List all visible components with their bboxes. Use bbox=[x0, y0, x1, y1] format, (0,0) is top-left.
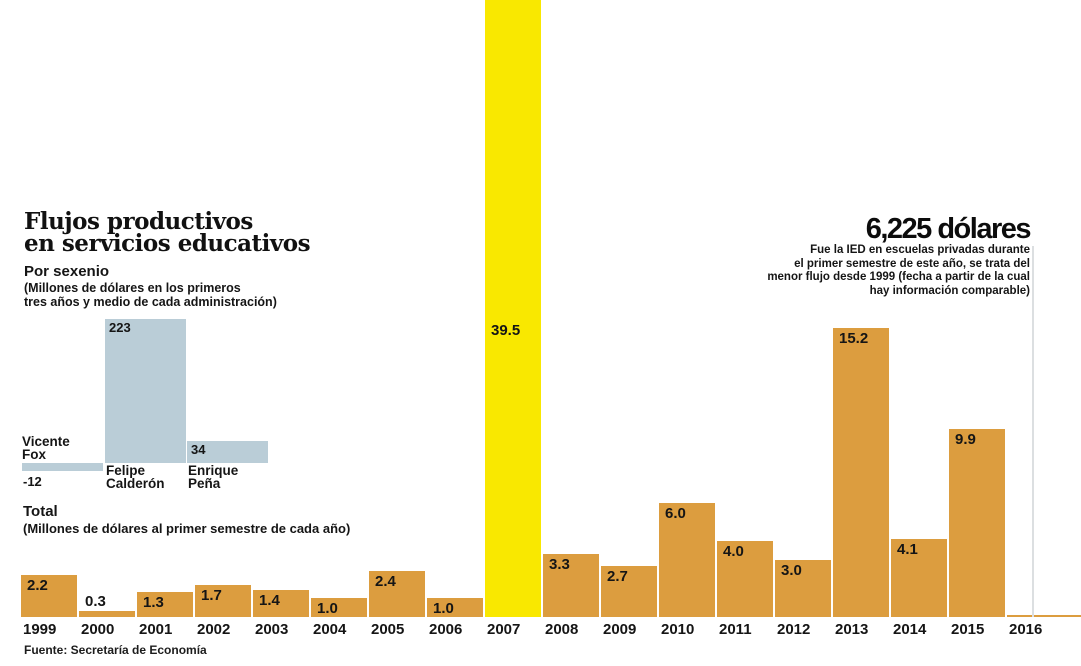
bar-value-2000: 0.3 bbox=[85, 593, 106, 610]
bar-value-2013: 15.2 bbox=[839, 330, 869, 347]
sexenio-name-line: Enrique bbox=[188, 463, 239, 478]
bar-2009 bbox=[601, 566, 657, 617]
bar-value-2010: 6.0 bbox=[665, 505, 686, 522]
sexenio-name-line: Fox bbox=[22, 446, 47, 462]
callout-line2: el primer semestre de este año, se trata… bbox=[794, 257, 1030, 270]
sexenio-bar-1 bbox=[22, 463, 103, 471]
sexenio-subtitle-line2: tres años y medio de cada administración… bbox=[24, 295, 277, 309]
bar-value-2001: 1.3 bbox=[143, 594, 164, 611]
bar-value-1999: 2.2 bbox=[27, 577, 48, 594]
bar-2016 bbox=[1007, 615, 1081, 617]
sexenio-name-2: Felipe Calderón bbox=[106, 463, 165, 491]
chart-title-line2: en servicios educativos bbox=[24, 230, 311, 257]
bar-value-2007: 39.5 bbox=[491, 322, 521, 339]
source-credit: Fuente: Secretaría de Economía bbox=[24, 643, 207, 657]
year-label-2006: 2006 bbox=[429, 621, 463, 638]
bar-2007 bbox=[485, 0, 541, 617]
callout-line4: hay información comparable) bbox=[869, 284, 1030, 297]
year-label-2010: 2010 bbox=[661, 621, 695, 638]
bar-2002 bbox=[195, 585, 251, 617]
year-label-2000: 2000 bbox=[81, 621, 115, 638]
year-label-2001: 2001 bbox=[139, 621, 173, 638]
bar-2012 bbox=[775, 560, 831, 617]
year-label-2002: 2002 bbox=[197, 621, 231, 638]
bar-2014 bbox=[891, 539, 947, 617]
bar-2015 bbox=[949, 429, 1005, 617]
sexenio-bar-2 bbox=[105, 319, 186, 463]
bar-value-2015: 9.9 bbox=[955, 431, 976, 448]
sexenio-name-line: Felipe bbox=[106, 463, 146, 478]
sexenio-bar-3 bbox=[187, 441, 268, 463]
chart-title-line1: Flujos productivos bbox=[24, 208, 253, 235]
bar-2001 bbox=[137, 592, 193, 617]
bar-value-2009: 2.7 bbox=[607, 568, 628, 585]
year-label-2011: 2011 bbox=[719, 621, 752, 638]
sexenio-value-2: 223 bbox=[109, 320, 131, 335]
year-label-2016: 2016 bbox=[1009, 621, 1043, 638]
sexenio-heading: Por sexenio bbox=[24, 263, 110, 280]
bar-2013 bbox=[833, 328, 889, 617]
bar-value-2012: 3.0 bbox=[781, 562, 802, 579]
bar-2008 bbox=[543, 554, 599, 617]
callout-headline: 6,225 dólares bbox=[865, 213, 1032, 245]
bar-value-2004: 1.0 bbox=[317, 600, 338, 617]
bar-2004 bbox=[311, 598, 367, 617]
year-label-1999: 1999 bbox=[23, 621, 57, 638]
bar-value-2006: 1.0 bbox=[433, 600, 454, 617]
year-label-2003: 2003 bbox=[255, 621, 289, 638]
sexenio-name-3: Enrique Peña bbox=[188, 463, 239, 491]
callout: 6,225 dólares Fue la IED en escuelas pri… bbox=[580, 213, 1032, 298]
sexenio-subtitle: (Millones de dólares en los primeros tre… bbox=[24, 281, 277, 309]
year-label-2009: 2009 bbox=[603, 621, 637, 638]
year-label-2013: 2013 bbox=[835, 621, 869, 638]
bar-value-2003: 1.4 bbox=[259, 592, 280, 609]
total-heading: Total bbox=[23, 503, 58, 520]
callout-line1: Fue la IED en escuelas privadas durante bbox=[810, 244, 1030, 256]
bar-1999 bbox=[21, 575, 77, 617]
bar-value-2005: 2.4 bbox=[375, 573, 396, 590]
bar-2000 bbox=[79, 611, 135, 617]
sexenio-subtitle-line1: (Millones de dólares en los primeros bbox=[24, 281, 241, 295]
bar-2003 bbox=[253, 590, 309, 617]
year-label-2004: 2004 bbox=[313, 621, 347, 638]
chart-title: Flujos productivos en servicios educativ… bbox=[24, 208, 311, 257]
sexenio-name-line: Peña bbox=[188, 475, 221, 491]
bar-2006 bbox=[427, 598, 483, 617]
total-subtitle: (Millones de dólares al primer semestre … bbox=[23, 521, 351, 536]
sexenio-value-1: -12 bbox=[23, 474, 42, 489]
callout-line3: menor flujo desde 1999 (fecha a partir d… bbox=[767, 271, 1030, 283]
bar-2011 bbox=[717, 541, 773, 617]
sexenio-name-1: Vicente Fox bbox=[22, 434, 70, 462]
callout-connector-line bbox=[1032, 246, 1034, 617]
year-label-2007: 2007 bbox=[487, 621, 521, 638]
year-label-2005: 2005 bbox=[371, 621, 405, 638]
bar-value-2002: 1.7 bbox=[201, 587, 222, 604]
bar-value-2011: 4.0 bbox=[723, 543, 744, 560]
bar-2005 bbox=[369, 571, 425, 617]
year-label-2015: 2015 bbox=[951, 621, 985, 638]
bar-value-2014: 4.1 bbox=[897, 541, 918, 558]
sexenio-value-3: 34 bbox=[191, 442, 206, 457]
year-label-2012: 2012 bbox=[777, 621, 811, 638]
bar-2010 bbox=[659, 503, 715, 617]
sexenio-name-line: Calderón bbox=[106, 475, 165, 491]
year-label-2014: 2014 bbox=[893, 621, 927, 638]
bar-value-2008: 3.3 bbox=[549, 556, 570, 573]
sexenio-name-line: Vicente bbox=[22, 434, 70, 449]
year-label-2008: 2008 bbox=[545, 621, 579, 638]
